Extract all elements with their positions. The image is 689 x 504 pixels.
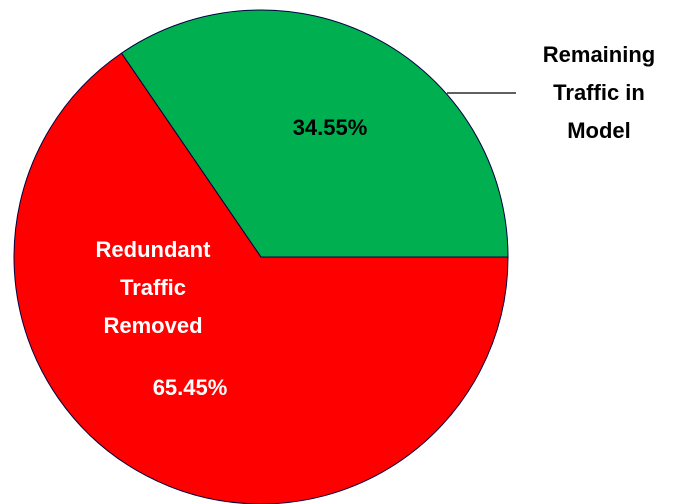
value-label: 65.45%	[152, 375, 228, 400]
value-label: 34.55%	[292, 115, 368, 140]
category-label: Remaining Traffic in Model	[542, 42, 656, 143]
pie-slice	[13, 52, 509, 504]
category-label: Redundant Traffic Removed	[95, 237, 211, 338]
pie-slice	[120, 9, 509, 258]
